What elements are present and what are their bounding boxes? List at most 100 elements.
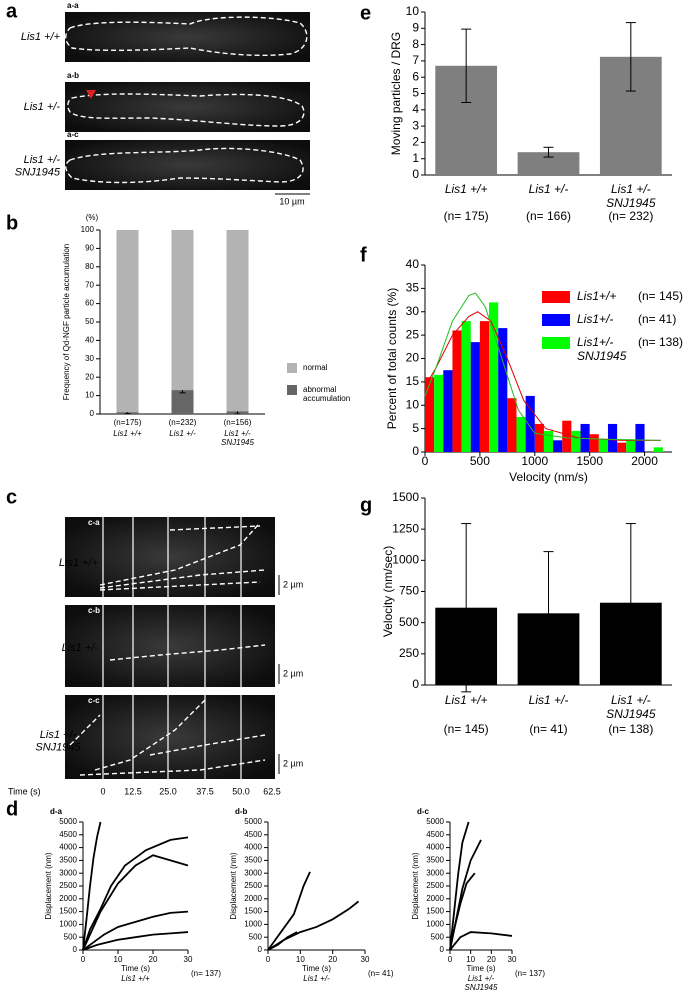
y-tick-label: 4500 [59, 830, 77, 839]
y-tick-label: 5000 [59, 817, 77, 826]
x-tick-label: 10 [466, 955, 475, 964]
chart-title: d-b [235, 807, 248, 816]
y-tick-label: 500 [64, 932, 78, 941]
chart: 0 250 500 750 1000 1250 1500 Velocity (nm/sec) L… [381, 490, 672, 736]
y-tick-label: 1000 [59, 920, 77, 929]
n-label: (n= 175) [444, 209, 489, 223]
trajectory [82, 854, 189, 951]
y-tick-label: 3000 [244, 868, 262, 877]
bar-segment [171, 390, 194, 414]
n-label: (n= 145) [444, 722, 489, 736]
scale-label: 2 µm [283, 668, 303, 678]
legend-label: abnormal accumulation [303, 385, 350, 403]
x-tick-label: 1500 [576, 454, 603, 468]
y-tick-label: 5000 [426, 817, 444, 826]
category-label: Lis1 +/-SNJ1945 [606, 182, 656, 210]
y-tick-label: 2500 [244, 881, 262, 890]
time-label: Time (s) [8, 786, 41, 796]
y-tick-label: 0 [412, 167, 419, 181]
image-tag: a-c [67, 130, 79, 139]
y-tick-label: 7 [412, 53, 419, 67]
x-tick-label: 1000 [521, 454, 548, 468]
legend-swatch [542, 337, 570, 349]
bar-segment [116, 230, 139, 413]
kymograph [65, 605, 275, 687]
y-tick-label: 1 [412, 151, 419, 165]
n-label: (n= 41) [529, 722, 567, 736]
genotype-label: Lis1 +/-SNJ1945 [35, 729, 81, 754]
x-tick-label: 20 [149, 955, 158, 964]
genotype-label: Lis1 +/- [62, 642, 99, 654]
time-tick: 0 [100, 786, 105, 796]
n-label: (n=175) [114, 418, 142, 427]
y-tick-label: 5 [412, 86, 419, 100]
y-tick-label: 6 [412, 69, 419, 83]
y-tick-label: 8 [412, 37, 419, 51]
x-tick-label: 0 [81, 955, 86, 964]
genotype-label: Lis1 +/-SNJ1945 [15, 154, 61, 179]
histogram-bar [425, 377, 435, 452]
x-tick-label: 20 [328, 955, 337, 964]
histogram-bar [479, 321, 490, 452]
y-tick-label: 3500 [59, 856, 77, 865]
y-tick-label: 3500 [244, 856, 262, 865]
trajectory [82, 931, 189, 951]
x-axis-label: Time (s) [302, 964, 331, 973]
category-label: Lis1 +/- [169, 429, 196, 438]
x-tick-label: 500 [470, 454, 490, 468]
y-axis-label: Displacement (nm) [411, 852, 420, 919]
category-label: Lis1 +/- [529, 182, 569, 196]
category-label: Lis1 +/+ [445, 693, 488, 707]
histogram-bar [525, 395, 535, 452]
y-axis-label: Moving particles / DRG [389, 32, 403, 155]
bar [517, 152, 580, 175]
y-tick-label: 40 [85, 336, 94, 345]
panel-letter: c [6, 486, 17, 508]
y-tick-label: 2500 [426, 881, 444, 890]
x-tick-label: 30 [361, 955, 370, 964]
histogram-bar [534, 423, 544, 452]
y-tick-label: 500 [431, 932, 445, 941]
legend-label: Lis1+/-SNJ1945 [577, 335, 627, 363]
group-label: Lis1 +/- [303, 974, 330, 983]
histogram-bar [635, 423, 645, 452]
chart-title: d-a [50, 807, 63, 816]
trajectory [449, 931, 513, 951]
histogram-bar [653, 447, 663, 452]
panel-letter: d [6, 798, 18, 820]
y-tick-label: 1500 [426, 907, 444, 916]
histogram-bar [598, 439, 608, 452]
trajectory [82, 910, 189, 951]
genotype-label: Lis1 +/+ [59, 557, 99, 569]
chart: 0 500 1000 1500 2000 2500 3000 3500 4000 4500 5000… [229, 807, 394, 983]
y-tick-label: 0 [412, 444, 419, 458]
image-tag: a-b [67, 71, 79, 80]
y-tick-label: 3000 [59, 868, 77, 877]
y-tick-label: 30 [406, 304, 420, 318]
y-tick-label: 500 [399, 615, 419, 629]
outline [65, 147, 304, 184]
group-label: Lis1 +/-SNJ1945 [465, 974, 498, 992]
x-axis-label: Time (s) [466, 964, 495, 973]
histogram-bar [443, 370, 453, 452]
y-tick-label: 2000 [59, 894, 77, 903]
n-label: (n=232) [169, 418, 197, 427]
y-tick-label: 500 [249, 932, 263, 941]
histogram-bar [562, 420, 572, 452]
y-tick-label: 3000 [426, 868, 444, 877]
y-tick-label: 35 [406, 281, 420, 295]
trace [109, 644, 266, 661]
y-tick-label: 90 [85, 244, 94, 253]
y-tick-label: 250 [399, 646, 419, 660]
legend-swatch [287, 385, 297, 395]
histogram-bar [617, 442, 627, 452]
trajectory [267, 931, 298, 951]
kymograph [65, 695, 275, 779]
y-tick-label: 100 [81, 225, 95, 234]
scale-label: 10 µm [279, 196, 304, 206]
y-tick-label: 3 [412, 118, 419, 132]
chart-title: d-c [417, 807, 430, 816]
genotype-label: Lis1 +/+ [21, 31, 61, 43]
histogram-bar [489, 302, 499, 452]
x-tick-label: 30 [184, 955, 193, 964]
